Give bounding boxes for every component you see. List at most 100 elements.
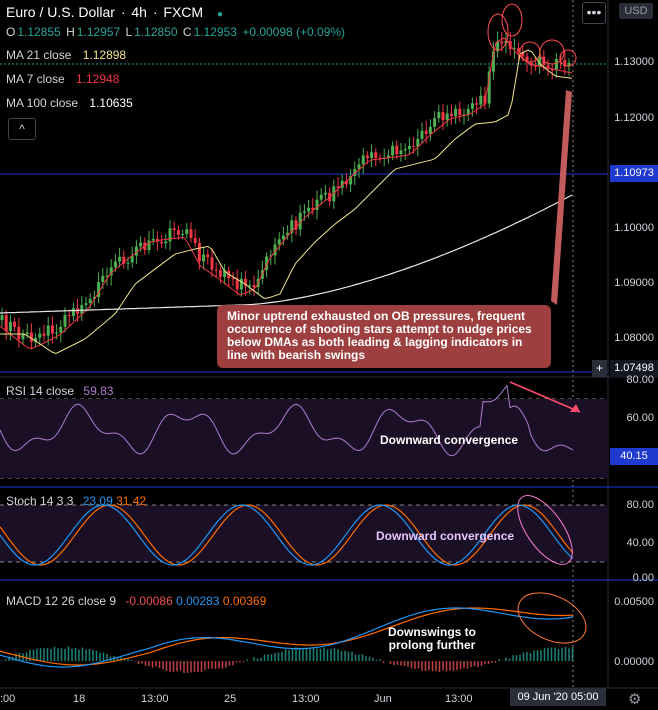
candle-body [449, 113, 453, 116]
candle-body [101, 275, 105, 283]
candle-body [302, 211, 306, 213]
callout-arrow [551, 90, 572, 305]
ma100-legend[interactable]: MA 100 close 1.10635 [6, 96, 135, 110]
stoch-legend[interactable]: Stoch 14 3 3 23.09 31.42 [6, 494, 146, 508]
candle-body [38, 333, 42, 338]
candle-body [223, 270, 227, 277]
macd-signal-value: 0.00369 [222, 594, 267, 608]
candle-body [92, 297, 96, 299]
collapse-legend-button[interactable]: ^ [8, 118, 36, 140]
candle-body [311, 207, 315, 210]
candle-body [67, 314, 71, 316]
candle-body [46, 325, 50, 336]
ma21-label: MA 21 close [6, 48, 72, 62]
candle-body [403, 149, 407, 151]
candle-body [416, 138, 420, 147]
candle-body [59, 326, 63, 333]
candle-body [197, 243, 201, 262]
cursor-time: 09 Jun '20 05:00 [510, 688, 606, 706]
candle-body [399, 150, 403, 155]
candle-body [134, 246, 138, 256]
candle-body [491, 51, 495, 72]
candle-body [21, 334, 25, 340]
candle-body [475, 103, 479, 105]
stoch-k-line [0, 504, 574, 566]
candle-body [298, 212, 302, 230]
open-value: 1.12855 [17, 25, 61, 39]
candle-body [391, 145, 395, 156]
rsi-annotation: Downward convergence [380, 433, 519, 447]
candle-body [80, 304, 84, 314]
price-marker-high: 1.10973 [610, 165, 658, 182]
candle-body [445, 113, 449, 121]
rsi-marker: 40.15 [610, 448, 658, 465]
time-label: 18 [73, 693, 86, 705]
candle-body [265, 256, 269, 271]
macd-legend[interactable]: MACD 12 26 close 9 -0.00086 0.00283 0.00… [6, 594, 266, 608]
ma7-value: 1.12948 [76, 72, 120, 86]
candle-body [357, 164, 361, 169]
candle-body [517, 48, 521, 53]
candle-body [454, 108, 458, 116]
candle-body [105, 275, 109, 277]
candle-body [433, 118, 437, 127]
ma100-label: MA 100 close [6, 96, 79, 110]
candle-body [428, 126, 432, 134]
ma7-legend[interactable]: MA 7 close 1.12948 [6, 72, 121, 86]
more-menu-button[interactable]: ••• [582, 2, 606, 24]
candle-body [420, 130, 424, 139]
candle-body [290, 220, 294, 233]
candle-body [273, 244, 277, 256]
currency-tag[interactable]: USD [619, 3, 653, 19]
candle-body [437, 112, 441, 119]
candle-body [235, 278, 239, 290]
candle-body [4, 315, 8, 332]
candle-body [147, 240, 151, 251]
candle-body [554, 59, 558, 71]
change-value: +0.00098 (+0.09%) [242, 25, 346, 39]
price-tick: 1.13000 [614, 56, 654, 68]
ma21-value: 1.12898 [82, 48, 127, 62]
ma21-legend[interactable]: MA 21 close 1.12898 [6, 48, 128, 62]
candle-body [407, 145, 411, 150]
candle-body [252, 285, 256, 288]
candle-body [412, 145, 416, 147]
ma100-line [0, 194, 573, 314]
macd-annotation: Downswings to prolong further [388, 625, 476, 652]
rsi-value: 59.83 [83, 384, 114, 398]
candle-body [130, 255, 134, 263]
candle-body [349, 176, 353, 185]
source-label: FXCM [163, 4, 204, 20]
add-icon[interactable]: + [592, 360, 607, 377]
stoch-highlight-ellipse [517, 495, 573, 565]
candle-body [139, 242, 143, 247]
interval-label: 4h [131, 4, 147, 20]
candle-body [168, 228, 172, 242]
high-value: 1.12957 [76, 25, 121, 39]
macd-line-value: 0.00283 [176, 594, 220, 608]
candle-body [160, 241, 164, 244]
candle-body [193, 237, 197, 244]
stoch-annotation: Downward convergence [376, 529, 515, 543]
time-label: 13:00 [445, 693, 473, 705]
candle-body [122, 256, 126, 264]
settings-gear-icon[interactable]: ⚙ [628, 691, 642, 708]
candle-body [370, 152, 374, 159]
symbol-title[interactable]: Euro / U.S. Dollar · 4h · FXCM ● [6, 4, 224, 20]
candle-body [546, 64, 550, 69]
candle-body [63, 314, 67, 327]
stoch-tick: 80.00 [626, 499, 654, 511]
stoch-tick: 0.00 [632, 572, 654, 584]
price-tick: 1.12000 [614, 112, 654, 124]
candle-body [231, 278, 235, 280]
macd-tick: 0.00000 [614, 656, 654, 668]
candle-body [0, 315, 4, 320]
candle-body [189, 229, 193, 238]
rsi-legend[interactable]: RSI 14 close 59.83 [6, 384, 113, 398]
candle-body [71, 308, 75, 316]
market-status-icon: ● [216, 9, 224, 20]
candle-body [248, 285, 252, 287]
candle-body [210, 257, 214, 270]
ma21-line [0, 49, 573, 355]
